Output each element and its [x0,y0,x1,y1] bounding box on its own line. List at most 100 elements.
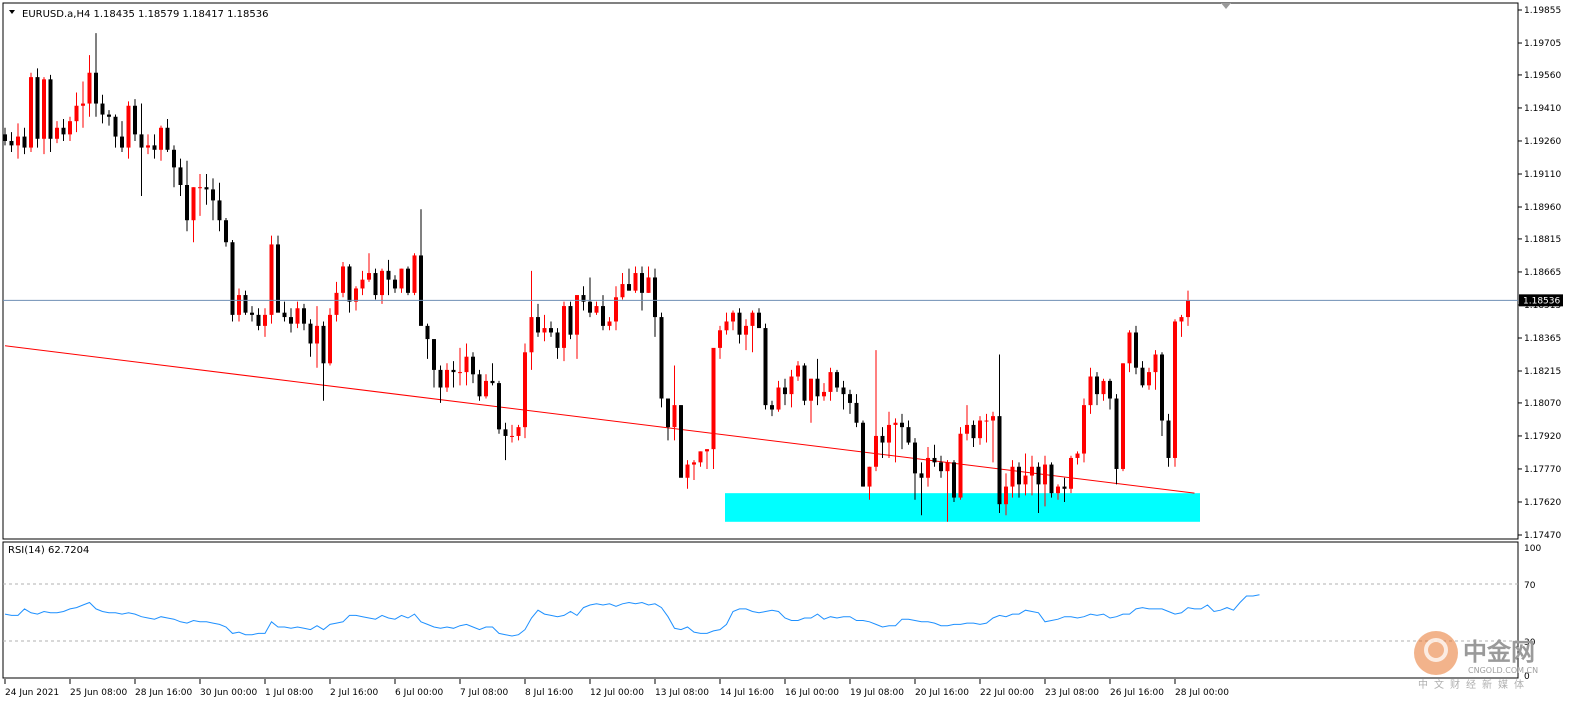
candle-body [724,321,729,331]
candles [3,33,1190,522]
trendline[interactable] [4,345,1195,494]
candle-body [490,380,495,384]
candle [958,427,963,500]
candle-body [464,356,469,373]
candle [893,418,898,463]
candle-body [705,449,709,452]
candle [386,259,391,296]
candle [497,380,501,434]
chart-shift-marker-icon[interactable] [1221,3,1231,9]
rsi-tick-0: 0 [1524,672,1530,682]
candle [230,240,235,322]
price-tick-label: 1.17920 [1524,432,1561,442]
candle-body [594,306,599,313]
candle-body [133,105,137,135]
collapse-triangle-icon[interactable] [9,10,15,14]
candle [997,354,1002,513]
candle [250,306,254,322]
candle [763,323,768,410]
candle-body [165,127,170,150]
candle [126,101,131,159]
candle-body [971,424,976,439]
candle-body [653,277,657,318]
candle [1147,367,1151,390]
candle [367,253,371,282]
candle-body [568,306,573,335]
candle [575,295,579,359]
candle [113,114,118,148]
candle-body [1023,475,1028,485]
candle-body [542,328,547,333]
candle [503,422,508,461]
candle [425,323,430,359]
candle [1036,462,1041,513]
candle-body [412,255,417,293]
candle-body [269,244,274,315]
candle-body [744,325,748,335]
candle-body [633,273,638,291]
price-tick-label: 1.18960 [1524,203,1561,213]
price-tick-label: 1.18365 [1524,334,1561,344]
candle-body [815,378,820,397]
candle [568,301,573,340]
candle-body [224,220,228,243]
candle [191,187,196,243]
candle [1088,367,1093,414]
candle-body [516,427,521,436]
candle [913,438,917,500]
candle [471,352,475,384]
candle-body [1095,376,1099,395]
candle [594,301,599,315]
candle [789,369,794,408]
candle [334,281,339,322]
rsi-panel[interactable]: RSI(14) 62.7204 [2,541,1519,679]
candle [133,99,137,141]
candle [61,118,66,141]
candle-body [1153,354,1158,373]
candle-body [347,266,352,302]
price-tick-label: 1.17470 [1524,531,1561,541]
candle [211,178,215,221]
price-tick-label: 1.17620 [1524,498,1561,508]
candle [926,446,930,487]
candle-body [1056,486,1060,494]
rsi-tick-30: 30 [1524,638,1536,648]
candle-body [100,103,105,115]
time-tick-label: 26 Jul 16:00 [1110,688,1164,698]
candle-body [315,325,319,344]
candle [718,325,722,359]
price-tick-label: 1.19705 [1524,39,1561,49]
candle [347,264,352,313]
candle [854,394,859,428]
candle [971,420,976,447]
candle-body [503,429,508,436]
time-axis[interactable]: 24 Jun 2021 25 Jun 08:00 28 Jun 16:00 30 Ju… [4,679,1229,698]
candle-body [581,295,586,302]
candle [328,308,332,366]
candle-body [991,416,995,421]
candle [932,444,937,467]
candle [562,301,566,362]
time-tick-label: 24 Jun 2021 [5,688,59,698]
candle-body [341,266,345,293]
candle [490,363,495,386]
candle-body [659,317,664,399]
candle [640,266,644,311]
candle [601,295,605,331]
candle [81,81,85,128]
candle [107,110,111,126]
candle-body [1121,363,1125,469]
candle [984,413,989,443]
candle-body [1101,380,1106,395]
candle-body [796,365,800,377]
candle [835,369,839,392]
watermark-en: CNGOLD.COM.CN [1468,666,1538,675]
candle-body [22,136,27,148]
price-tick-label: 1.19110 [1524,170,1561,180]
candle [783,378,787,406]
candle [581,286,586,311]
candle [945,460,950,522]
support-zone[interactable] [725,493,1200,522]
main-chart-panel[interactable]: EURUSD.a,H4 1.18435 1.18579 1.18417 1.18… [2,2,1519,540]
candle-body [640,273,644,293]
